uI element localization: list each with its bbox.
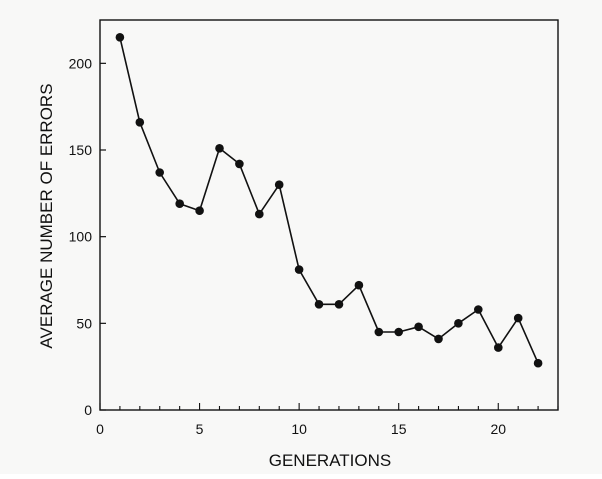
x-tick-label: 0 bbox=[96, 421, 104, 437]
data-point-marker bbox=[135, 118, 145, 127]
series-line bbox=[119, 37, 539, 364]
y-tick-label: 100 bbox=[69, 229, 93, 245]
data-point-marker bbox=[494, 343, 503, 352]
data-point-marker bbox=[155, 168, 164, 177]
data-point-marker bbox=[533, 358, 543, 368]
data-point-marker bbox=[215, 144, 224, 153]
y-axis-title: AVERAGE NUMBER OF ERRORS bbox=[37, 83, 56, 348]
data-point-marker bbox=[235, 159, 244, 169]
data-point-marker bbox=[334, 300, 344, 309]
x-axis-ticks: 0 5 10 15 20 bbox=[96, 403, 559, 437]
x-tick-label: 5 bbox=[196, 421, 204, 437]
data-point-marker bbox=[354, 280, 364, 290]
data-point-marker bbox=[254, 209, 264, 219]
data-point-marker bbox=[474, 305, 483, 314]
data-point-marker bbox=[434, 334, 443, 344]
series-layer bbox=[115, 33, 543, 368]
data-point-marker bbox=[454, 319, 463, 328]
y-axis-ticks: 0 50 100 150 200 bbox=[69, 55, 106, 418]
x-tick-label: 10 bbox=[291, 421, 307, 437]
data-point-marker bbox=[394, 327, 404, 337]
data-point-marker bbox=[314, 300, 324, 309]
data-point-marker bbox=[175, 199, 184, 208]
x-axis-title: GENERATIONS bbox=[269, 451, 391, 470]
y-tick-label: 150 bbox=[69, 142, 93, 158]
x-tick-label: 20 bbox=[490, 421, 506, 437]
data-point-marker bbox=[414, 322, 423, 332]
data-point-marker bbox=[274, 180, 284, 189]
data-point-marker bbox=[195, 206, 204, 215]
data-point-marker bbox=[374, 327, 384, 337]
y-tick-label: 200 bbox=[69, 55, 93, 71]
y-tick-label: 0 bbox=[84, 402, 92, 418]
x-tick-label: 15 bbox=[391, 421, 407, 437]
data-point-marker bbox=[294, 265, 304, 274]
plot-frame bbox=[99, 19, 559, 411]
y-tick-label: 50 bbox=[76, 315, 92, 331]
data-point-marker bbox=[115, 33, 125, 42]
data-point-marker bbox=[513, 313, 523, 323]
